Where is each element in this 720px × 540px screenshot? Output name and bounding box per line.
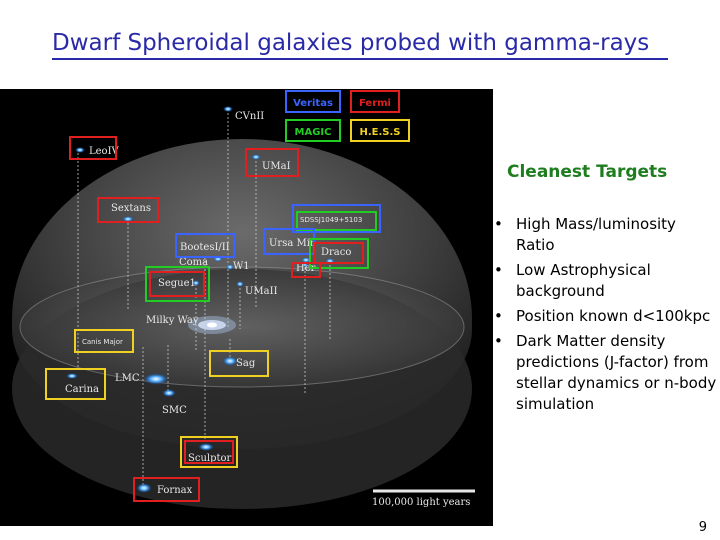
bullet-icon: • <box>494 215 503 233</box>
label-w1: W1 <box>233 261 250 272</box>
bullet-item: • Position known d<100kpc <box>494 307 711 325</box>
label-leoiv: LeoIV <box>89 146 120 157</box>
legend-magic-box <box>285 119 341 142</box>
label-milky-way: Milky Way <box>146 315 199 326</box>
label-canis-major: Canis Major <box>82 338 123 346</box>
label-fornax: Fornax <box>157 485 193 496</box>
slide-title: Dwarf Spheroidal galaxies probed with ga… <box>52 30 668 60</box>
legend-hess: H.E.S.S <box>359 127 400 138</box>
label-umai: UMaI <box>262 161 291 172</box>
bullet-item: • Low Astrophysical background <box>494 261 651 300</box>
side-heading: Cleanest Targets <box>507 162 668 182</box>
bullet-item: • High Mass/luminosity Ratio <box>494 215 676 254</box>
label-sculptor: Sculptor <box>188 453 232 464</box>
label-cvnii: CVnII <box>235 111 264 122</box>
bullet-icon: • <box>494 332 503 350</box>
label-carina: Carina <box>65 384 99 395</box>
label-draco: Draco <box>321 247 351 258</box>
legend-hess-box <box>350 119 410 142</box>
label-sdss: SDSSJ1049+5103 <box>300 216 362 224</box>
label-smc: SMC <box>162 405 187 416</box>
label-coma: Coma <box>179 257 208 268</box>
label-sag: Sag <box>236 358 256 369</box>
scale-bar: 100,000 light years <box>372 489 475 508</box>
legend: Veritas Fermi MAGIC H.E.S.S <box>285 90 410 142</box>
label-hercules: Her <box>296 263 316 274</box>
label-sextans: Sextans <box>111 203 151 214</box>
experiment-boxes <box>45 136 381 502</box>
scale-label: 100,000 light years <box>372 497 470 508</box>
bullet-item: • Dark Matter density predictions (J-fact… <box>494 332 717 413</box>
legend-fermi-box <box>350 90 400 113</box>
label-lmc: LMC <box>115 373 140 384</box>
label-bootes: BootesI/II <box>180 242 230 253</box>
page-number: 9 <box>698 520 707 535</box>
legend-veritas: Veritas <box>293 98 333 109</box>
label-umaii: UMaII <box>245 286 278 297</box>
galactic-plane <box>19 266 465 388</box>
label-segue1: Segue1 <box>158 278 196 289</box>
legend-magic: MAGIC <box>295 127 332 138</box>
galaxy-markers <box>66 106 335 493</box>
dwarf-galaxy-map: CVnII LeoIV UMaI Sextans SDSSJ1049+5103 … <box>0 89 493 526</box>
legend-veritas-box <box>285 90 341 113</box>
bullet-icon: • <box>494 261 503 279</box>
bullet-list: • High Mass/luminosity Ratio • Low Astroph… <box>492 214 718 419</box>
bullet-icon: • <box>494 307 503 325</box>
label-ursa-minor: Ursa Min <box>269 238 317 249</box>
legend-fermi: Fermi <box>359 98 391 109</box>
